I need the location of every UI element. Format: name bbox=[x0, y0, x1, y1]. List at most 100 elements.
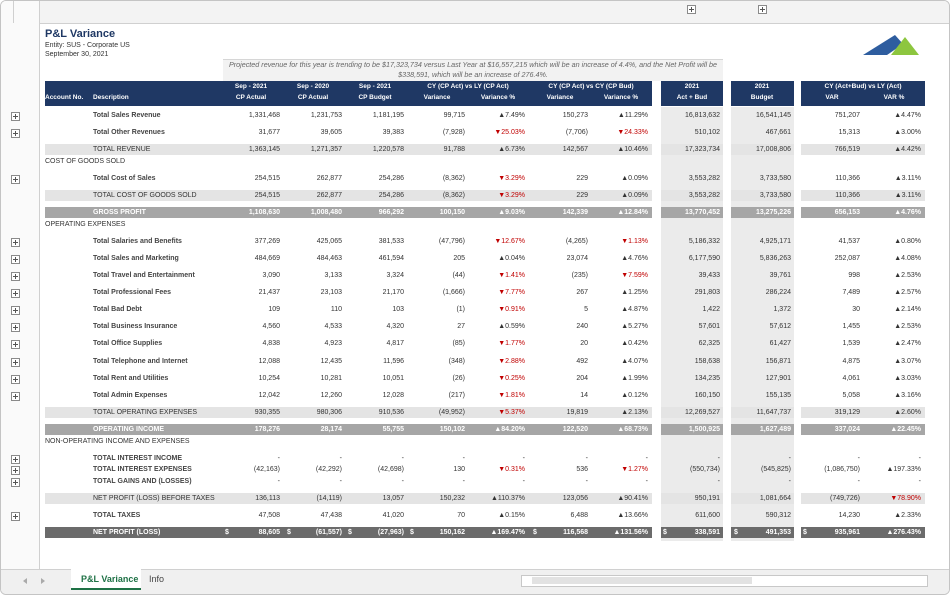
expand-button[interactable] bbox=[11, 306, 20, 315]
cell-value: ▲169.47% bbox=[490, 529, 525, 536]
row-band bbox=[661, 144, 723, 155]
cell-value: 47,438 bbox=[320, 512, 342, 519]
expand-button[interactable] bbox=[11, 392, 20, 401]
cell-value: ▲6.73% bbox=[498, 146, 525, 153]
cell-value: (1,086,750) bbox=[824, 466, 860, 473]
group-header: CY (CP Act) vs LY (CP Act) bbox=[427, 83, 509, 90]
logo bbox=[863, 35, 919, 55]
expand-button[interactable] bbox=[11, 255, 20, 264]
row-band bbox=[661, 527, 723, 538]
expand-button[interactable] bbox=[11, 478, 20, 487]
column-header: CP Actual bbox=[297, 94, 329, 101]
cell-value: (749,726) bbox=[830, 495, 860, 502]
cell-value: 16,813,632 bbox=[684, 112, 720, 119]
cell-value: ▲22.45% bbox=[890, 426, 921, 433]
sheet-tab[interactable]: Info bbox=[149, 574, 165, 584]
cell-value: (7,928) bbox=[442, 129, 465, 136]
cell-value: 155,135 bbox=[765, 392, 791, 399]
cell-value: (8,362) bbox=[442, 192, 465, 199]
cell-value: ▲3.11% bbox=[894, 192, 921, 199]
cell-value: (1,666) bbox=[442, 289, 465, 296]
cell-value: 130 bbox=[453, 466, 465, 473]
group-header: CY (Act+Bud) vs LY (Act) bbox=[824, 83, 902, 90]
cell-value: (545,825) bbox=[761, 466, 791, 473]
note: Projected revenue for this year is trend… bbox=[228, 60, 718, 79]
cell-value: (7,706) bbox=[565, 129, 588, 136]
header-band bbox=[661, 81, 723, 106]
cell-value: ▲4.76% bbox=[621, 255, 648, 262]
expand-button[interactable] bbox=[11, 358, 20, 367]
cell-value: ▲0.04% bbox=[498, 255, 525, 262]
cell-value: (42,163) bbox=[253, 466, 280, 473]
cell-value: 57,601 bbox=[698, 323, 720, 330]
cell-value: 110,366 bbox=[835, 192, 860, 199]
tab-scroll[interactable] bbox=[21, 576, 51, 586]
cell-value: - bbox=[339, 478, 342, 485]
expand-button[interactable] bbox=[11, 340, 20, 349]
cell-value: 123,056 bbox=[562, 495, 588, 502]
cell-value: 178,276 bbox=[254, 426, 280, 433]
cell-value: (61,557) bbox=[315, 529, 342, 536]
expand-button[interactable] bbox=[11, 455, 20, 464]
header-band bbox=[45, 81, 652, 106]
expand-button[interactable] bbox=[11, 375, 20, 384]
row-band bbox=[45, 527, 652, 538]
cell-value: 1,008,480 bbox=[310, 209, 342, 216]
expand-button[interactable] bbox=[687, 5, 696, 14]
expand-button[interactable] bbox=[758, 5, 767, 14]
cell-value: 998 bbox=[848, 272, 860, 279]
cell-value: 142,339 bbox=[562, 209, 588, 216]
expand-button[interactable] bbox=[11, 112, 20, 121]
column-header: Budget bbox=[750, 94, 774, 101]
cell-value: 127,901 bbox=[765, 375, 791, 382]
cell-value: 88,605 bbox=[258, 529, 280, 536]
cell-value: 62,325 bbox=[698, 340, 720, 347]
cell-value: ▲0.12% bbox=[621, 392, 648, 399]
cell-value: ▲110.37% bbox=[490, 495, 525, 502]
cell-value: ▲3.16% bbox=[894, 392, 921, 399]
cell-value: 13,057 bbox=[382, 495, 404, 502]
cell-value: 4,923 bbox=[324, 340, 342, 347]
row-band bbox=[731, 207, 794, 218]
row-band bbox=[661, 424, 723, 435]
cell-value: 5,186,332 bbox=[688, 238, 720, 245]
cell-value: (1) bbox=[456, 306, 465, 313]
cell-value: (26) bbox=[452, 375, 465, 382]
cell-value: (235) bbox=[571, 272, 588, 279]
cell-value: 57,612 bbox=[769, 323, 791, 330]
expand-button[interactable] bbox=[11, 129, 20, 138]
cell-value: 23,103 bbox=[320, 289, 342, 296]
expand-button[interactable] bbox=[11, 238, 20, 247]
cell-value: 4,817 bbox=[386, 340, 404, 347]
cell-value: - bbox=[585, 455, 588, 462]
expand-button[interactable] bbox=[11, 323, 20, 332]
cell-value: ▲131.56% bbox=[613, 529, 648, 536]
currency-sign: $ bbox=[225, 529, 229, 536]
cell-value: - bbox=[645, 455, 648, 462]
cell-value: - bbox=[522, 478, 525, 485]
cell-value: 1,422 bbox=[702, 306, 720, 313]
row-label: TOTAL OPERATING EXPENSES bbox=[93, 409, 197, 416]
cell-value: 28,174 bbox=[320, 426, 342, 433]
cell-value: 3,553,282 bbox=[688, 175, 720, 182]
active-tab[interactable] bbox=[71, 569, 141, 590]
cell-value: (27,963) bbox=[377, 529, 404, 536]
cell-value: 262,877 bbox=[316, 175, 342, 182]
cell-value: (217) bbox=[448, 392, 465, 399]
expand-button[interactable] bbox=[11, 175, 20, 184]
cell-value: - bbox=[277, 478, 280, 485]
cell-value: 3,324 bbox=[386, 272, 404, 279]
cell-value: (85) bbox=[452, 340, 465, 347]
cell-value: 12,260 bbox=[320, 392, 342, 399]
cell-value: (14,119) bbox=[316, 495, 342, 502]
expand-button[interactable] bbox=[11, 466, 20, 475]
cell-value: ▼7.77% bbox=[498, 289, 525, 296]
sheet-tab[interactable]: P&L Variance bbox=[81, 574, 139, 584]
cell-value: ▲4.76% bbox=[894, 209, 921, 216]
expand-button[interactable] bbox=[11, 272, 20, 281]
cell-value: 1,108,630 bbox=[248, 209, 280, 216]
expand-button[interactable] bbox=[11, 289, 20, 298]
scroll-thumb[interactable] bbox=[532, 577, 752, 584]
row-label: Total Salaries and Benefits bbox=[93, 238, 182, 245]
expand-button[interactable] bbox=[11, 512, 20, 521]
